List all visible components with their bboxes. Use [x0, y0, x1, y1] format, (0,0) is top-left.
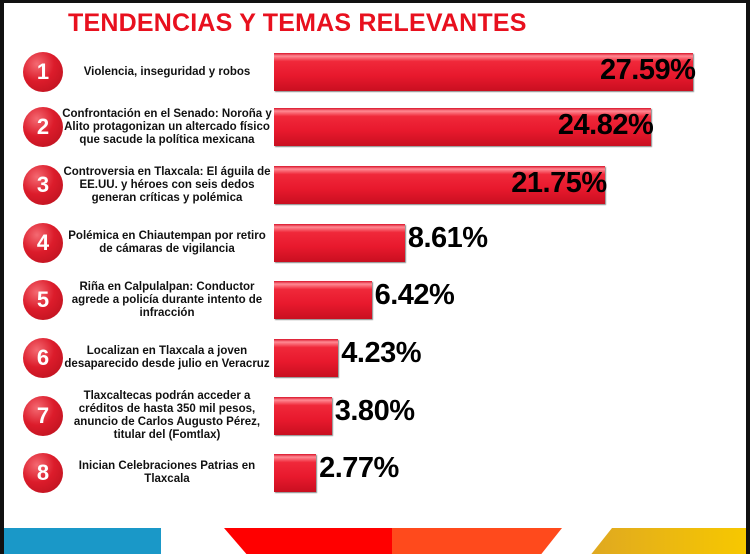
- category-label: Confrontación en el Senado: Noroña y Ali…: [62, 107, 272, 146]
- rank-badge: 2: [23, 107, 63, 147]
- bar: [274, 108, 652, 146]
- category-label: Violencia, inseguridad y robos: [83, 65, 251, 78]
- rank-badge: 1: [23, 52, 63, 92]
- value-label: 3.80%: [334, 395, 415, 427]
- bar: [274, 166, 605, 204]
- infographic: TENDENCIAS Y TEMAS RELEVANTES 1 Violenci…: [4, 3, 746, 554]
- category-label: Tlaxcaltecas podrán acceder a créditos d…: [73, 390, 261, 441]
- bar: [274, 339, 339, 377]
- footer-blue-band: [4, 528, 161, 554]
- value-label: 24.82%: [557, 109, 654, 141]
- rank-badge: 3: [23, 165, 63, 205]
- footer-color-strip: [4, 528, 746, 554]
- footer-yellow-band: [591, 528, 746, 554]
- bar: [274, 454, 317, 492]
- footer-red-band: [224, 528, 392, 554]
- value-label: 8.61%: [407, 222, 488, 254]
- rank-badge: 5: [23, 280, 63, 320]
- rank-badge: 7: [23, 396, 63, 436]
- category-label: Inician Celebraciones Patrias en Tlaxcal…: [78, 460, 256, 485]
- value-label: 27.59%: [600, 54, 696, 86]
- bar: [274, 224, 405, 262]
- bar: [274, 281, 372, 319]
- bar-row: 2 Confrontación en el Senado: Noroña y A…: [4, 99, 746, 155]
- category-label: Polémica en Chiautempan por retiro de cá…: [68, 230, 266, 255]
- bar-row: 7 Tlaxcaltecas podrán acceder a créditos…: [4, 388, 746, 444]
- footer-orange-band: [392, 528, 562, 554]
- bar-row: 1 Violencia, inseguridad y robos 27.59%: [4, 44, 746, 100]
- category-label: Controversia en Tlaxcala: El águila de E…: [63, 165, 271, 204]
- value-label: 2.77%: [319, 452, 399, 484]
- bar-row: 5 Riña en Calpulalpan: Conductor agrede …: [4, 272, 746, 328]
- value-label: 4.23%: [341, 337, 422, 369]
- value-label: 21.75%: [511, 167, 607, 199]
- rank-badge: 6: [23, 338, 63, 378]
- chart-title: TENDENCIAS Y TEMAS RELEVANTES: [68, 9, 527, 37]
- bar: [274, 53, 694, 91]
- bar-row: 4 Polémica en Chiautempan por retiro de …: [4, 215, 746, 271]
- rank-badge: 8: [23, 453, 63, 493]
- bar: [274, 397, 332, 435]
- rank-badge: 4: [23, 223, 63, 263]
- bar-row: 3 Controversia en Tlaxcala: El águila de…: [4, 157, 746, 213]
- bar-row: 8 Inician Celebraciones Patrias en Tlaxc…: [4, 445, 746, 501]
- category-label: Localizan en Tlaxcala a joven desapareci…: [64, 345, 270, 370]
- value-label: 6.42%: [374, 279, 455, 311]
- category-label: Riña en Calpulalpan: Conductor agrede a …: [71, 280, 263, 319]
- bar-row: 6 Localizan en Tlaxcala a joven desapare…: [4, 330, 746, 386]
